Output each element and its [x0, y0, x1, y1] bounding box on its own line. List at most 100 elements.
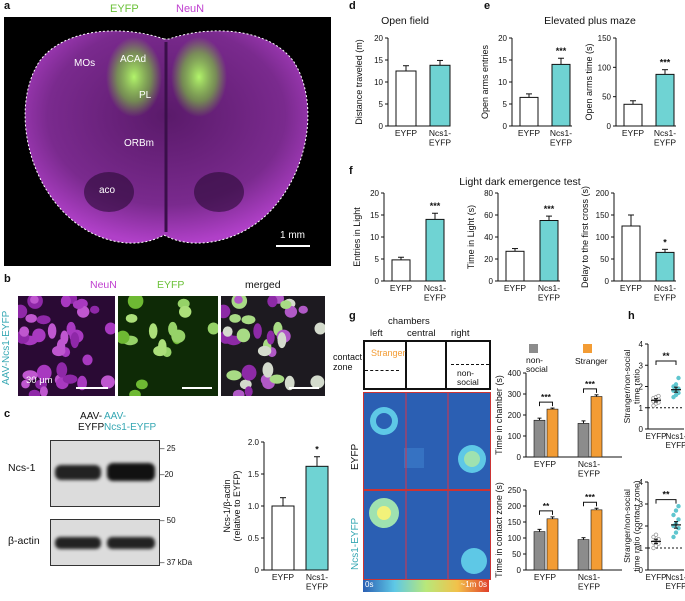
merged-image [221, 296, 325, 396]
bar-0 [621, 225, 641, 282]
x-tick-label: EYFP [272, 572, 295, 582]
significance-bracket [655, 360, 677, 365]
y-tick-label: 2 [639, 522, 644, 531]
column-label-neun: NeuN [90, 279, 117, 291]
y-tick-label: 0 [255, 566, 260, 575]
y-tick-label: 40 [484, 233, 493, 242]
bar-0 [623, 103, 643, 127]
non-social-label: non- social [457, 368, 479, 387]
panel-label-f: f [349, 165, 353, 177]
bar-1 [655, 73, 675, 127]
bar-0 [271, 505, 295, 571]
x-tick-label: Ncs1-EYFP [578, 572, 601, 592]
bar-Stranger [546, 408, 559, 458]
region-label-aco: aco [99, 185, 116, 196]
y-tick-label: 0 [503, 122, 508, 131]
x-tick-label: EYFP [534, 572, 557, 582]
colorbar-min: 0s [365, 580, 374, 589]
y-tick-label: 150 [508, 518, 522, 527]
bar-Stranger [590, 396, 603, 458]
blot-row-beta-actin: β-actin [8, 535, 40, 547]
chambers-label: chambers [388, 316, 430, 327]
y-tick-label: 300 [508, 390, 522, 399]
y-tick-label: 200 [508, 411, 522, 420]
bar-1 [305, 465, 329, 571]
panel-label-d: d [349, 0, 356, 12]
y-tick-label: 0 [605, 277, 610, 286]
y-tick-label: 5 [503, 100, 508, 109]
y-tick-label: 200 [508, 502, 522, 511]
x-tick-label: Ncs1-EYFP [429, 128, 452, 148]
significance-bracket [583, 501, 597, 507]
x-tick-label: Ncs1-EYFP [666, 432, 685, 450]
significance-stars: ** [662, 490, 670, 500]
y-tick-label: 2.0 [248, 438, 260, 447]
row-label-aav-ncs1: AAV-Ncs1-EYFP [1, 310, 12, 385]
x-tick-label: EYFP [504, 283, 527, 293]
y-tick-label: 1.5 [248, 470, 260, 479]
y-axis-label: Time in contact zone (s) [494, 482, 504, 578]
bar-non-social [533, 419, 546, 458]
beta-actin-blot [50, 519, 160, 566]
y-tick-label: 50 [602, 93, 611, 102]
y-tick-label: 15 [498, 56, 507, 65]
y-tick-label: 0 [639, 425, 644, 434]
panel-label-a: a [4, 0, 11, 12]
y-tick-label: 4 [639, 478, 644, 487]
scale-bar-label: 1 mm [280, 230, 305, 241]
y-tick-label: 400 [508, 369, 522, 378]
blot-row-ncs1: Ncs-1 [8, 462, 36, 474]
x-tick-label: Ncs1-EYFP [654, 128, 677, 148]
chart-ncs1-expression: 0 0.5 1.0 1.5 2.0 Ncs-1/β-actin(relative to E… [212, 430, 332, 596]
y-tick-label: 2 [639, 383, 644, 392]
data-point [676, 375, 681, 381]
chamber-central-label: central [407, 328, 436, 339]
y-axis-label: Open arms time (s) [584, 43, 594, 120]
y-tick-label: 60 [484, 211, 493, 220]
significance-stars: * [315, 445, 319, 455]
significance-stars: *** [541, 392, 552, 402]
y-tick-label: 0 [489, 277, 494, 286]
chart-time-in-chamber: 0 100 200 300 400 Time in chamber (s) EYFP *** N… [490, 365, 625, 483]
y-tick-label: 15 [374, 56, 383, 65]
significance-bracket [655, 499, 677, 504]
significance-stars: *** [660, 58, 671, 68]
neun-image: 30 μm [18, 296, 115, 396]
colorbar-max: ~1m 0s [460, 580, 487, 589]
y-tick-label: 80 [484, 189, 493, 198]
y-tick-label: 0.5 [248, 534, 260, 543]
region-label-pl: PL [139, 90, 152, 101]
chart-open-arms-entries: 0 5 10 15 20 Open arms entries EYFP Ncs1-EYFP **… [476, 30, 581, 150]
chart-time-in-light: 0 20 40 60 80 Time in Light (s) EYFP Ncs1-EYFP *… [462, 185, 574, 305]
title-open-field: Open field [381, 15, 429, 27]
significance-stars: *** [585, 379, 596, 389]
y-tick-label: 0 [517, 453, 522, 462]
bar-non-social [577, 539, 590, 571]
data-point [656, 393, 661, 399]
marker-50: – 50 [160, 516, 176, 525]
y-axis-label: Stranger/non-socialtime ratio (contact z… [622, 480, 642, 571]
x-tick-label: Ncs1-EYFP [654, 283, 677, 303]
y-tick-label: 4 [639, 340, 644, 349]
x-tick-label: EYFP [518, 128, 541, 138]
y-tick-label: 0 [375, 277, 380, 286]
chart-time-in-contact-zone: 0 50 100 150 200 250 Time in contact zone (s) E… [490, 478, 625, 596]
y-tick-label: 1 [639, 404, 644, 413]
data-point [673, 508, 679, 513]
heatmap-eyfp [363, 392, 491, 490]
heatmap-colorbar: 0s ~1m 0s [363, 580, 489, 592]
chart-stranger-ratio: 0 1 2 3 4 Stranger/non-socialtime ratio EYFP Nc… [622, 330, 685, 455]
y-tick-label: 20 [484, 255, 493, 264]
bar-1 [551, 63, 571, 127]
bar-1 [425, 218, 445, 282]
eyfp-channel-label: EYFP [110, 3, 139, 15]
y-tick-label: 100 [596, 233, 610, 242]
y-tick-label: 1.0 [248, 502, 260, 511]
chamber-right-label: right [451, 328, 470, 339]
x-tick-label: Ncs1-EYFP [666, 573, 685, 591]
significance-stars: ** [543, 501, 550, 511]
data-point [653, 532, 659, 537]
y-tick-label: 0 [639, 566, 644, 575]
x-tick-label: Ncs1-EYFP [578, 459, 601, 479]
lane-label-eyfp: AAV- EYFP [78, 411, 105, 433]
